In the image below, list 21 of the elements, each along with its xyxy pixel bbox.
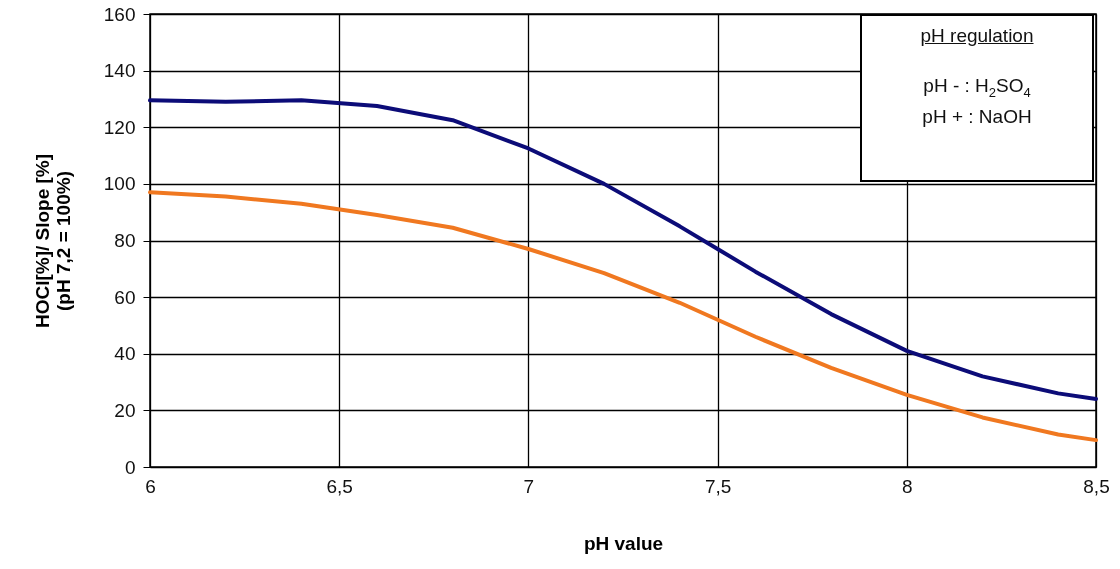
x-axis-title: pH value [583, 532, 664, 554]
x-tick-label: 6 [145, 475, 156, 497]
y-tick-label: 100 [103, 173, 136, 195]
annotation: pH + : NaOH [921, 104, 1033, 129]
annotation: pH regulation [919, 24, 1035, 48]
x-tick-label: 8 [902, 475, 913, 497]
y-tick-label: 160 [103, 3, 136, 25]
y-tick-label: 60 [114, 286, 136, 308]
x-tick-label: 8,5 [1083, 475, 1110, 497]
x-tick-label: 7,5 [704, 475, 732, 497]
x-tick-label: 6,5 [326, 475, 353, 497]
annotation: pH - : H$_{2}$SO$_{4}$ [922, 74, 1032, 102]
y-tick-label: 0 [124, 456, 136, 478]
y-tick-label: 20 [114, 399, 136, 421]
y-tick-label: 120 [103, 116, 136, 138]
note-box: pH regulation pH - : H$_{2}$SO$_{4}$ pH + : NaOH [860, 14, 1094, 182]
y-axis-title: HOCl[%]/ Slope [%] (pH 7,2 = 100%) [31, 153, 74, 329]
y-tick-label: 80 [114, 230, 136, 251]
y-tick-label: 140 [103, 60, 136, 82]
x-tick-label: 7 [523, 475, 535, 497]
y-tick-label: 40 [114, 343, 136, 365]
